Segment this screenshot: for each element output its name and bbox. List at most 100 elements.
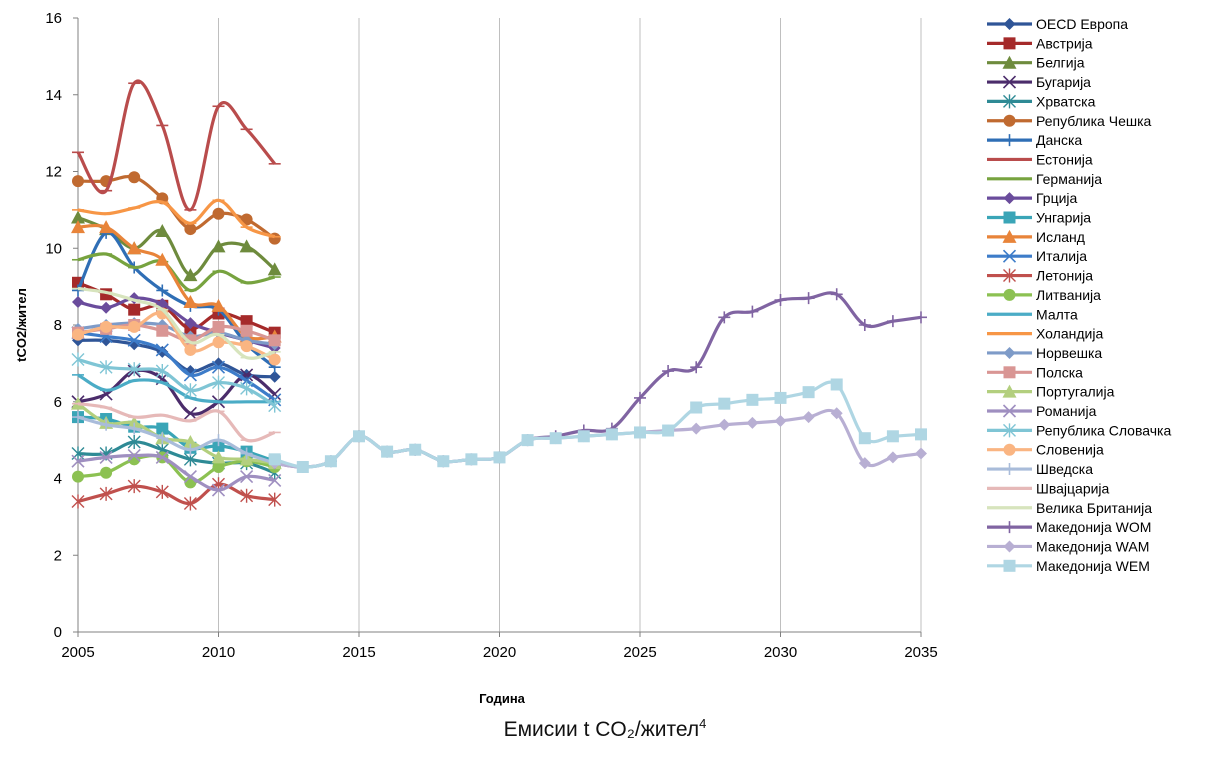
data-point [409, 443, 422, 456]
data-point [239, 239, 254, 253]
data-point [240, 315, 253, 328]
legend-item: Македонија WEM [987, 558, 1150, 574]
legend-marker [1003, 443, 1016, 456]
legend-label: Шведска [1036, 461, 1093, 477]
data-point [886, 451, 899, 464]
data-point [493, 451, 506, 464]
legend-item: Грција [987, 190, 1078, 206]
legend-item: Данска [987, 132, 1082, 148]
series-line [77, 482, 275, 506]
data-point [690, 422, 703, 435]
legend-label: Македонија WOM [1036, 519, 1151, 535]
legend-marker [1003, 540, 1016, 553]
legend-item: Македонија WAM [987, 538, 1149, 554]
data-point [71, 454, 85, 468]
legend-label: Германија [1036, 171, 1102, 187]
legend-item: Естонија [987, 151, 1093, 167]
data-point [100, 466, 113, 479]
data-point [886, 315, 899, 328]
legend-item: Малта [987, 306, 1078, 322]
legend-item: Исланд [987, 229, 1085, 245]
series-9 [72, 252, 281, 293]
legend-item: Португалија [987, 384, 1115, 400]
legend-label: Белгија [1036, 55, 1085, 71]
data-point [662, 424, 675, 437]
data-point [240, 447, 253, 460]
data-point [718, 418, 731, 431]
data-point [858, 432, 871, 445]
legend-item: Хрватска [987, 93, 1096, 109]
legend-label: Литванија [1036, 287, 1101, 303]
series-17 [72, 198, 281, 239]
data-point [99, 450, 113, 464]
data-point [268, 473, 282, 487]
data-point [915, 428, 927, 441]
data-point [240, 470, 254, 484]
legend-item: Швајцарија [987, 480, 1110, 496]
data-point [71, 220, 85, 234]
data-point [886, 430, 899, 443]
data-point [127, 415, 142, 429]
legend-item: Италија [987, 248, 1087, 264]
data-point [858, 457, 871, 470]
data-point [128, 171, 141, 184]
series-25 [72, 402, 281, 443]
data-point [268, 353, 281, 366]
data-point [72, 470, 84, 483]
y-tick-label: 14 [45, 87, 62, 104]
legend-label: Летонија [1036, 268, 1093, 284]
legend-item: Германија [987, 171, 1102, 187]
data-point [155, 223, 170, 237]
legend-label: Холандија [1036, 326, 1103, 342]
y-tick-label: 6 [54, 394, 62, 411]
data-point [183, 470, 197, 484]
legend-label: Република Словачка [1036, 422, 1171, 438]
legend-marker [1003, 366, 1016, 379]
legend-label: Македонија WEM [1036, 558, 1150, 574]
legend-label: Република Чешка [1036, 113, 1152, 129]
series-27 [268, 288, 927, 473]
series-29 [268, 378, 927, 473]
data-point [802, 292, 815, 305]
legend-item: Белгија [987, 55, 1085, 71]
data-point [296, 460, 309, 473]
series-8 [72, 79, 281, 212]
legend-label: Малта [1036, 306, 1078, 322]
x-tick-label: 2015 [342, 644, 375, 661]
legend-label: Романија [1036, 403, 1097, 419]
legend-label: Италија [1036, 248, 1087, 264]
figure-caption: Емисии t CO₂/жител4 [0, 716, 1210, 742]
data-point [156, 422, 169, 435]
data-point [915, 447, 927, 460]
data-point [99, 486, 113, 501]
data-point [212, 375, 225, 390]
legend-marker [1003, 114, 1016, 127]
y-tick-label: 0 [54, 624, 62, 641]
legend-item: Република Чешка [987, 113, 1152, 129]
data-point [746, 416, 759, 429]
data-point [72, 295, 84, 308]
data-point [156, 284, 169, 297]
data-point [155, 450, 169, 464]
data-point [212, 336, 225, 349]
data-point [183, 268, 198, 282]
series-14 [71, 477, 282, 511]
legend-marker [1003, 134, 1016, 147]
data-point [100, 301, 113, 314]
y-axis-title: tCO2/жител [14, 288, 29, 362]
legend-label: Велика Британија [1036, 500, 1152, 516]
legend-marker [1002, 55, 1017, 69]
data-point [830, 288, 843, 301]
legend-item: Македонија WOM [987, 519, 1151, 535]
data-point [100, 418, 113, 431]
data-point [71, 352, 85, 367]
data-point [156, 432, 169, 445]
legend-marker [1003, 211, 1016, 224]
x-tick-label: 2020 [483, 644, 516, 661]
legend-label: Норвешка [1036, 345, 1102, 361]
data-point [72, 175, 84, 188]
data-point [155, 252, 170, 266]
legend-marker [1003, 18, 1016, 30]
legend-item: Холандија [987, 326, 1103, 342]
data-point [268, 370, 281, 383]
